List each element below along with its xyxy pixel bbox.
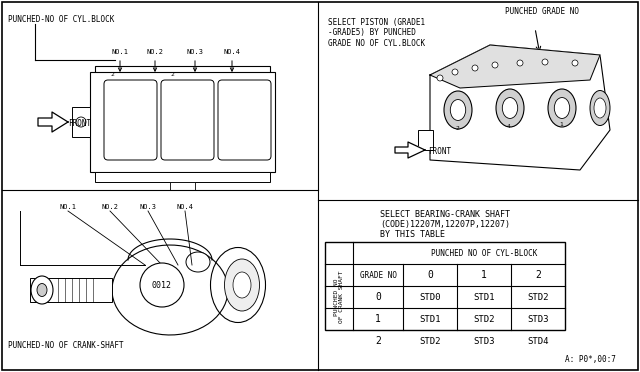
Text: FRONT: FRONT [68, 119, 91, 128]
Text: 1: 1 [375, 314, 381, 324]
Ellipse shape [233, 272, 251, 298]
Text: 2: 2 [170, 72, 173, 77]
Text: STD2: STD2 [527, 292, 548, 301]
Text: NO.3: NO.3 [186, 49, 204, 55]
Circle shape [517, 60, 523, 66]
Text: NO.3: NO.3 [140, 204, 157, 210]
Text: 2: 2 [535, 270, 541, 280]
Circle shape [542, 59, 548, 65]
Text: STD4: STD4 [527, 337, 548, 346]
Polygon shape [38, 112, 68, 132]
Ellipse shape [502, 97, 518, 118]
Text: STD3: STD3 [527, 314, 548, 324]
Text: SELECT PISTON (GRADE1
-GRADE5) BY PUNCHED
GRADE NO OF CYL.BLOCK: SELECT PISTON (GRADE1 -GRADE5) BY PUNCHE… [328, 18, 425, 48]
Text: BY THIS TABLE: BY THIS TABLE [380, 230, 445, 239]
FancyBboxPatch shape [104, 80, 157, 160]
Text: 0: 0 [427, 270, 433, 280]
Ellipse shape [554, 97, 570, 118]
Text: PUNCHED-NO OF CRANK-SHAFT: PUNCHED-NO OF CRANK-SHAFT [8, 341, 124, 350]
Bar [90, 72, 275, 172]
Ellipse shape [211, 247, 266, 323]
Ellipse shape [31, 276, 53, 304]
Ellipse shape [594, 98, 606, 118]
Circle shape [492, 62, 498, 68]
Ellipse shape [37, 283, 47, 296]
Text: PUNCHED GRADE NO: PUNCHED GRADE NO [505, 7, 579, 16]
FancyBboxPatch shape [218, 80, 271, 160]
Bar [418, 130, 433, 150]
Text: STD2: STD2 [419, 337, 441, 346]
Text: STD3: STD3 [473, 337, 495, 346]
Bar [72, 107, 90, 137]
Text: 1: 1 [481, 270, 487, 280]
Circle shape [140, 263, 184, 307]
Polygon shape [395, 142, 425, 158]
Text: 2: 2 [455, 126, 459, 131]
Bar [30, 278, 112, 302]
Text: PUNCHED-NO OF CYL.BLOCK: PUNCHED-NO OF CYL.BLOCK [8, 15, 115, 24]
Text: NO.2: NO.2 [147, 49, 163, 55]
Ellipse shape [444, 91, 472, 129]
Bar [325, 242, 565, 330]
Text: SELECT BEARING-CRANK SHAFT: SELECT BEARING-CRANK SHAFT [380, 210, 510, 219]
Text: 4: 4 [507, 124, 511, 129]
Text: STD1: STD1 [473, 292, 495, 301]
Polygon shape [128, 239, 212, 260]
Text: 2: 2 [375, 336, 381, 346]
Text: STD2: STD2 [473, 314, 495, 324]
Text: NO.1: NO.1 [111, 49, 129, 55]
Polygon shape [112, 245, 228, 335]
Circle shape [76, 117, 86, 127]
Text: A: P0*,00:7: A: P0*,00:7 [565, 355, 616, 364]
Circle shape [437, 75, 443, 81]
Text: NO.4: NO.4 [177, 204, 193, 210]
Text: STD0: STD0 [419, 292, 441, 301]
Text: PUNCHED NO
OF CRANK SHAFT: PUNCHED NO OF CRANK SHAFT [333, 271, 344, 323]
Ellipse shape [225, 259, 259, 311]
FancyBboxPatch shape [161, 80, 214, 160]
Text: STD1: STD1 [419, 314, 441, 324]
Ellipse shape [496, 89, 524, 127]
Bar [325, 242, 565, 330]
Text: GRADE NO: GRADE NO [360, 270, 397, 279]
Text: (CODE)12207M,12207P,12207): (CODE)12207M,12207P,12207) [380, 220, 510, 229]
Text: NO.2: NO.2 [102, 204, 118, 210]
Text: NO.4: NO.4 [223, 49, 241, 55]
Text: 1: 1 [559, 122, 563, 127]
Text: 0012: 0012 [151, 281, 171, 290]
Ellipse shape [451, 100, 466, 121]
Text: 2: 2 [110, 72, 114, 77]
Ellipse shape [186, 252, 210, 272]
Circle shape [572, 60, 578, 66]
Bar [170, 182, 195, 190]
Text: NO.1: NO.1 [60, 204, 77, 210]
Circle shape [452, 69, 458, 75]
Bar [95, 172, 270, 182]
Text: PUNCHED NO OF CYL-BLOCK: PUNCHED NO OF CYL-BLOCK [431, 248, 537, 257]
Ellipse shape [590, 90, 610, 125]
Circle shape [472, 65, 478, 71]
Ellipse shape [548, 89, 576, 127]
Text: FRONT: FRONT [428, 147, 451, 155]
Bar [95, 66, 270, 74]
Polygon shape [430, 45, 610, 170]
Polygon shape [430, 45, 600, 88]
Text: 0: 0 [375, 292, 381, 302]
